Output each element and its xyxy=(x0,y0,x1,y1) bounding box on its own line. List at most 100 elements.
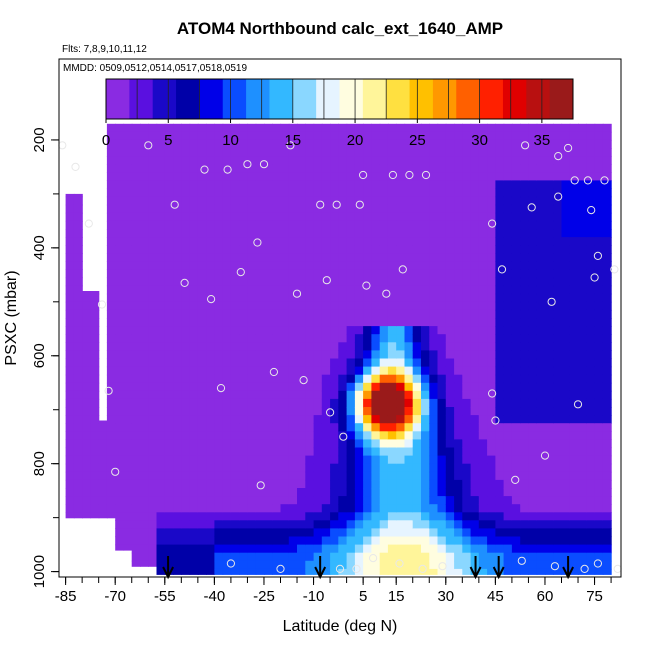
heatmap-cell xyxy=(280,131,290,141)
heatmap-cell xyxy=(354,139,364,149)
observation-point xyxy=(587,206,596,215)
colorbar-tick-label: 35 xyxy=(534,132,551,149)
heatmap-cell xyxy=(156,253,166,262)
heatmap-cell xyxy=(131,520,141,529)
heatmap-cell xyxy=(553,560,563,570)
heatmap-cell xyxy=(164,568,174,575)
heatmap-cell xyxy=(470,447,480,457)
heatmap-cell xyxy=(495,488,505,497)
heatmap-cell xyxy=(206,423,215,432)
heatmap-cell xyxy=(602,350,612,360)
heatmap-cell xyxy=(346,301,356,311)
heatmap-cell xyxy=(181,180,191,190)
heatmap-cell xyxy=(230,350,240,360)
heatmap-cell xyxy=(569,455,579,465)
heatmap-cell xyxy=(396,253,406,262)
heatmap-cell xyxy=(156,204,166,214)
heatmap-cell xyxy=(280,374,290,384)
heatmap-cell xyxy=(214,285,224,295)
heatmap-cell xyxy=(73,212,83,222)
heatmap-cell xyxy=(230,334,240,343)
heatmap-cell xyxy=(594,536,604,546)
heatmap-cell xyxy=(73,479,83,489)
heatmap-cell xyxy=(569,309,579,319)
heatmap-cell xyxy=(123,520,133,529)
heatmap-cell xyxy=(470,439,480,449)
heatmap-cell xyxy=(255,131,265,141)
heatmap-cell xyxy=(396,552,406,562)
heatmap-cell xyxy=(429,180,439,190)
heatmap-cell xyxy=(536,204,546,214)
heatmap-cell xyxy=(371,212,381,222)
heatmap-cell xyxy=(421,180,430,190)
heatmap-cell xyxy=(553,471,563,481)
heatmap-cell xyxy=(214,148,224,157)
heatmap-cell xyxy=(131,390,141,400)
heatmap-cell xyxy=(131,358,141,368)
heatmap-cell xyxy=(288,415,298,424)
heatmap-cell xyxy=(305,504,315,513)
heatmap-cell xyxy=(247,398,257,408)
heatmap-cell xyxy=(321,123,331,133)
heatmap-cell xyxy=(321,131,331,141)
heatmap-cell xyxy=(454,350,463,360)
heatmap-cell xyxy=(578,196,587,206)
heatmap-cell xyxy=(222,277,232,287)
heatmap-cell xyxy=(115,415,125,424)
heatmap-cell xyxy=(214,220,224,230)
heatmap-cell xyxy=(412,366,422,376)
heatmap-cell xyxy=(148,229,158,238)
heatmap-cell xyxy=(321,245,331,254)
heatmap-cell xyxy=(206,431,215,440)
observation-point xyxy=(299,376,308,385)
heatmap-cell xyxy=(230,447,240,457)
heatmap-cell xyxy=(495,528,505,538)
heatmap-cell xyxy=(280,520,290,529)
heatmap-cell xyxy=(305,496,315,505)
heatmap-cell xyxy=(561,156,571,165)
heatmap-cell xyxy=(346,520,356,529)
heatmap-cell xyxy=(173,520,182,529)
heatmap-cell xyxy=(346,560,356,570)
heatmap-cell xyxy=(520,463,530,473)
heatmap-cell xyxy=(371,277,381,287)
heatmap-cell xyxy=(520,439,530,449)
heatmap-cell xyxy=(545,229,554,238)
heatmap-cell xyxy=(288,463,298,473)
heatmap-cell xyxy=(495,237,505,246)
heatmap-cell xyxy=(404,544,414,554)
heatmap-cell xyxy=(503,334,513,343)
heatmap-cell xyxy=(123,237,133,246)
heatmap-cell xyxy=(222,560,232,570)
heatmap-cell xyxy=(123,180,133,190)
observation-point xyxy=(276,564,285,574)
heatmap-cell xyxy=(272,447,282,457)
heatmap-cell xyxy=(255,496,265,505)
heatmap-cell xyxy=(90,390,100,400)
heatmap-cell xyxy=(346,488,356,497)
heatmap-cell xyxy=(230,285,240,295)
heatmap-cell xyxy=(545,318,554,327)
heatmap-cell xyxy=(346,423,356,432)
heatmap-cell xyxy=(297,229,306,238)
heatmap-cell xyxy=(98,439,108,449)
observation-point xyxy=(216,384,226,393)
heatmap-cell xyxy=(454,398,463,408)
heatmap-cell xyxy=(288,277,298,287)
heatmap-cell xyxy=(354,285,364,295)
observation-point xyxy=(540,451,550,460)
heatmap-cell xyxy=(305,318,315,327)
heatmap-cell xyxy=(412,261,422,270)
heatmap-cell xyxy=(255,350,265,360)
heatmap-cell xyxy=(181,358,191,368)
heatmap-cell xyxy=(222,439,232,449)
heatmap-cell xyxy=(371,237,381,246)
heatmap-cell xyxy=(379,212,389,222)
heatmap-cell xyxy=(272,188,282,198)
x-tick-label: 15 xyxy=(388,588,405,605)
heatmap-cell xyxy=(363,172,372,181)
heatmap-cell xyxy=(297,544,306,554)
heatmap-cell xyxy=(288,390,298,400)
heatmap-cell xyxy=(553,342,563,351)
heatmap-cell xyxy=(478,512,488,521)
